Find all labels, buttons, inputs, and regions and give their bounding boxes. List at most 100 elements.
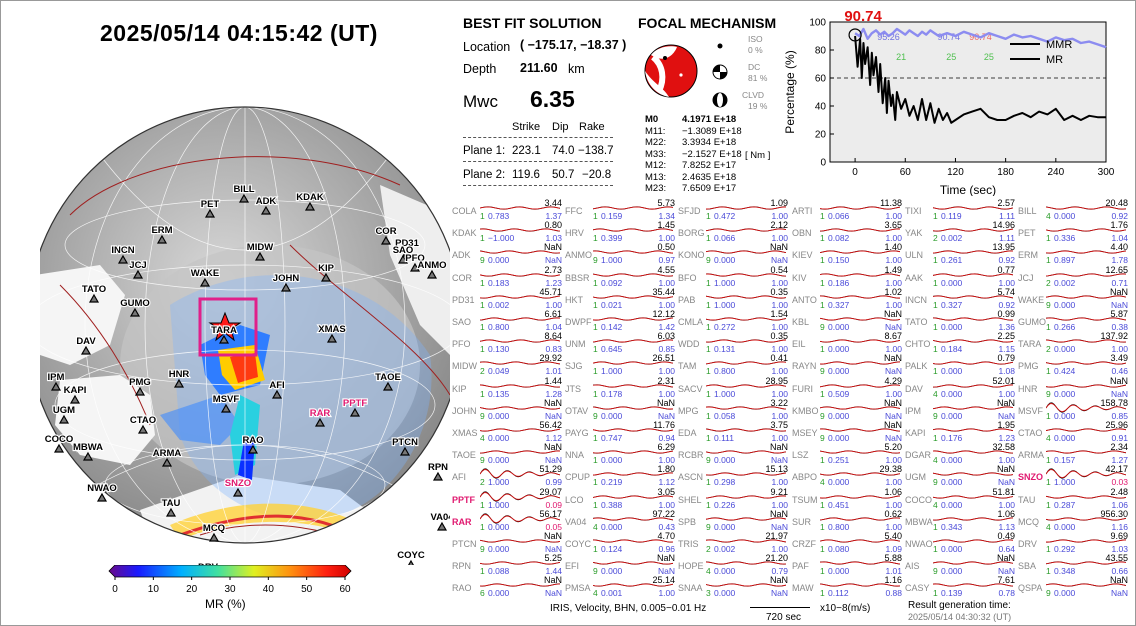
station-marker: KAPI [63, 384, 87, 404]
waveform-amplitude: 25.96 [1105, 420, 1128, 430]
waveform-mr: 0.001 [601, 588, 623, 599]
waveform-ratio: 1.34 [658, 211, 675, 221]
waveform-mr: 0.348 [1054, 566, 1076, 577]
waveform-trace [1046, 206, 1126, 210]
station-triangle-icon [254, 251, 266, 261]
epicenter-star-icon [208, 311, 242, 342]
waveform-cell: JCJ 12.65 2 0.002 0.71 [1018, 265, 1128, 288]
synthetic-trace [1046, 228, 1126, 232]
station-marker: RPN [427, 461, 449, 481]
waveform-mr: 0.424 [1054, 366, 1076, 377]
synthetic-trace [1046, 273, 1126, 277]
source-region-box [198, 297, 258, 357]
station-code: WDD [678, 339, 700, 350]
waveform-mr: 0.000 [488, 433, 510, 443]
station-code: PD31 [452, 294, 475, 305]
waveform-count: 1 [480, 521, 485, 532]
waveform-ratio: NaN [544, 410, 562, 421]
synthetic-trace [933, 561, 1013, 565]
station-triangle-icon [137, 424, 149, 434]
station-marker: MBWA [72, 441, 104, 461]
waveform-count: 1 [820, 299, 825, 310]
waveform-count: 1 [480, 299, 485, 310]
synthetic-trace [706, 472, 786, 476]
waveform-ratio: NaN [544, 455, 562, 466]
waveform-ratio: 1.00 [771, 544, 788, 554]
station-label: MIDW [247, 242, 273, 253]
synthetic-trace [480, 206, 560, 210]
station-code: JTS [565, 383, 582, 394]
x-tick-label: 180 [997, 167, 1014, 178]
waveform-cell: KIP 1.44 1 0.135 1.28 [452, 376, 562, 399]
waveform-ratio: 1.00 [885, 277, 902, 288]
synthetic-trace [1046, 317, 1126, 321]
station-label: PPTF [343, 398, 367, 409]
synthetic-trace [480, 361, 560, 365]
waveform-count: 4 [933, 455, 938, 466]
waveform-cell: DAV 52.01 4 0.000 1.00 [905, 376, 1015, 399]
waveform-ratio: 1.01 [885, 566, 902, 577]
station-code: COCO [905, 494, 932, 505]
waveform-trace [593, 317, 673, 321]
waveform-ratio: NaN [884, 433, 902, 443]
station-marker: NWAO [86, 482, 118, 502]
moment-key: M33: [645, 148, 667, 160]
station-code: SFJD [678, 206, 701, 216]
synthetic-trace [820, 517, 900, 521]
waveform-ratio: NaN [544, 588, 562, 599]
station-code: INCN [905, 294, 927, 305]
station-triangle-icon [58, 414, 70, 424]
synthetic-trace [1046, 495, 1126, 499]
waveform-count: 9 [593, 255, 598, 266]
station-label: ARMA [153, 448, 182, 459]
waveform-trace [933, 494, 1013, 499]
waveform-amplitude: NaN [543, 575, 562, 586]
station-label: BILL [233, 184, 254, 195]
waveform-ratio: 1.00 [771, 477, 788, 488]
waveform-mr: 1.000 [714, 299, 736, 310]
station-label: KAPI [64, 385, 87, 396]
waveform-mr: 0.327 [828, 299, 850, 310]
synthetic-trace [1046, 517, 1126, 521]
mr-time-chart: 0 60 120 180 240 300 0 20 40 60 80 100 Time (sec) Per… [783, 8, 1115, 196]
station-code: PAYG [565, 428, 589, 438]
moment-key: M22: [645, 137, 667, 148]
waveform-trace [933, 228, 1013, 232]
waveform-trace [933, 583, 1013, 587]
waveform-ratio: 1.23 [545, 277, 562, 288]
waveform-trace [706, 317, 786, 321]
station-label: RPN [428, 462, 448, 473]
waveform-mr: 0.000 [828, 410, 850, 421]
waveform-cell: TAM 0.41 1 0.800 1.00 [678, 353, 788, 376]
station-code: MPG [678, 405, 699, 416]
station-marker: AFI [268, 379, 286, 399]
station-code: TAOE [452, 450, 476, 461]
synthetic-trace [593, 228, 673, 232]
waveform-ratio: 0.88 [885, 588, 902, 599]
station-code: BBSR [565, 272, 590, 283]
station-code: PFO [452, 339, 471, 350]
waveform-ratio: 0.85 [1111, 410, 1128, 421]
waveform-trace [480, 339, 560, 343]
waveform-trace [593, 472, 673, 476]
waveform-ratio: NaN [657, 410, 675, 421]
waveform-count: 4 [1046, 433, 1051, 443]
waveform-trace [1046, 250, 1126, 254]
waveform-cell: PAB 0.35 1 1.000 1.00 [678, 287, 788, 310]
waveform-mr: 0.002 [714, 544, 736, 554]
synthetic-trace [1046, 450, 1126, 454]
waveform-amplitude: 5.87 [1110, 309, 1128, 319]
waveform-cell: PMSA 25.14 4 0.001 1.00 [565, 575, 675, 598]
waveform-mr: 0.336 [1054, 233, 1076, 244]
synthetic-trace [820, 406, 900, 410]
station-marker: VA04 [429, 511, 450, 531]
waveform-mr: 0.184 [941, 344, 963, 355]
synthetic-trace [933, 472, 1013, 476]
y-tick-label: 40 [815, 102, 827, 113]
waveform-trace [820, 383, 900, 388]
waveform-mr: 0.272 [714, 322, 736, 332]
waveform-trace [706, 561, 786, 565]
waveform-trace [933, 250, 1013, 254]
waveform-trace [480, 228, 560, 232]
waveform-ratio: 1.28 [545, 388, 562, 399]
